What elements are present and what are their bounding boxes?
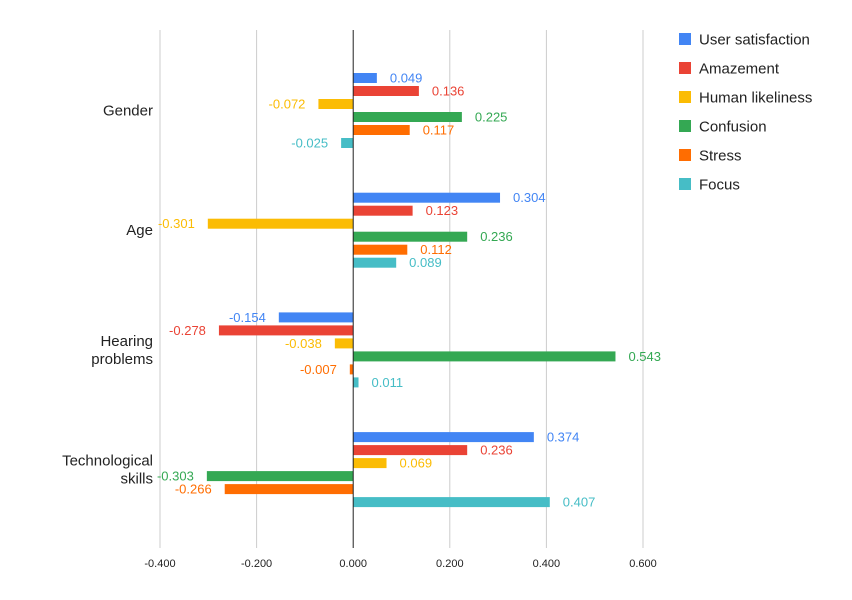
bar xyxy=(353,257,397,268)
bar xyxy=(349,364,354,375)
x-tick-label: 0.600 xyxy=(629,558,657,570)
data-label: -0.303 xyxy=(157,469,194,484)
bar xyxy=(353,458,387,469)
category-label: Technological xyxy=(62,453,153,470)
data-label: 0.225 xyxy=(475,110,508,125)
bar xyxy=(224,484,354,495)
legend-label: Stress xyxy=(699,148,742,165)
data-label: -0.025 xyxy=(291,136,328,151)
data-label: 0.069 xyxy=(400,456,433,471)
legend: User satisfaction Amazement Human likeline… xyxy=(679,32,812,194)
x-tick-label: -0.400 xyxy=(144,558,175,570)
legend-swatch xyxy=(679,62,691,74)
legend-label: Focus xyxy=(699,177,740,194)
bar xyxy=(334,338,354,349)
bar xyxy=(318,99,354,109)
data-label: 0.112 xyxy=(420,242,452,257)
category-label: Hearing xyxy=(100,333,153,350)
data-label: -0.266 xyxy=(175,482,212,497)
bar xyxy=(341,138,354,148)
bar xyxy=(353,192,501,203)
bars xyxy=(206,73,616,508)
bar xyxy=(353,205,413,216)
x-tick-label: 0.200 xyxy=(436,558,464,570)
data-label: 0.543 xyxy=(628,349,661,364)
legend-swatch xyxy=(679,91,691,103)
bar xyxy=(353,445,468,456)
data-label: -0.038 xyxy=(285,336,322,351)
bar xyxy=(353,231,468,242)
x-tick-label: 0.000 xyxy=(339,558,367,570)
legend-swatch xyxy=(679,149,691,161)
legend-label: User satisfaction xyxy=(699,32,810,49)
x-tick-label: -0.200 xyxy=(241,558,272,570)
legend-swatch xyxy=(679,33,691,45)
bar xyxy=(353,125,410,135)
data-label: 0.374 xyxy=(547,430,580,445)
bar xyxy=(353,112,462,122)
bar xyxy=(353,432,534,443)
bar xyxy=(353,351,616,362)
data-label: 0.304 xyxy=(513,190,546,205)
data-label: 0.136 xyxy=(432,84,465,99)
data-label: -0.278 xyxy=(169,323,206,338)
bar xyxy=(278,312,354,323)
x-tick-label: 0.400 xyxy=(533,558,561,570)
data-label: -0.007 xyxy=(300,362,337,377)
bar xyxy=(353,244,408,255)
legend-label: Confusion xyxy=(699,119,767,136)
bar xyxy=(353,497,550,508)
category-label: skills xyxy=(121,471,154,488)
data-label: 0.236 xyxy=(480,443,513,458)
bar xyxy=(353,377,359,388)
legend-swatch xyxy=(679,120,691,132)
legend-label: Human likeliness xyxy=(699,90,812,107)
data-label: -0.301 xyxy=(158,216,195,231)
legend-swatch xyxy=(679,178,691,190)
data-label: 0.049 xyxy=(390,71,423,86)
bar xyxy=(353,86,419,96)
data-label: 0.407 xyxy=(563,495,596,510)
category-label: problems xyxy=(91,351,153,368)
data-label: -0.154 xyxy=(229,310,266,325)
axes: -0.400 -0.200 0.000 0.200 0.400 0.600 Gender Ag… xyxy=(62,30,657,570)
data-label: 0.236 xyxy=(480,229,513,244)
bar xyxy=(207,218,354,229)
value-labels: 0.049 0.304 -0.154 0.374 0.136 0.123 -0.278 0.2… xyxy=(157,71,661,510)
data-label: -0.072 xyxy=(269,97,306,112)
category-label: Age xyxy=(126,222,153,239)
data-label: 0.117 xyxy=(423,123,455,138)
data-label: 0.011 xyxy=(372,375,404,390)
data-label: 0.089 xyxy=(409,255,442,270)
category-label: Gender xyxy=(103,103,153,120)
bar xyxy=(206,471,354,482)
data-label: 0.123 xyxy=(426,203,459,218)
bar xyxy=(218,325,354,336)
bar xyxy=(353,73,377,83)
legend-label: Amazement xyxy=(699,61,780,78)
